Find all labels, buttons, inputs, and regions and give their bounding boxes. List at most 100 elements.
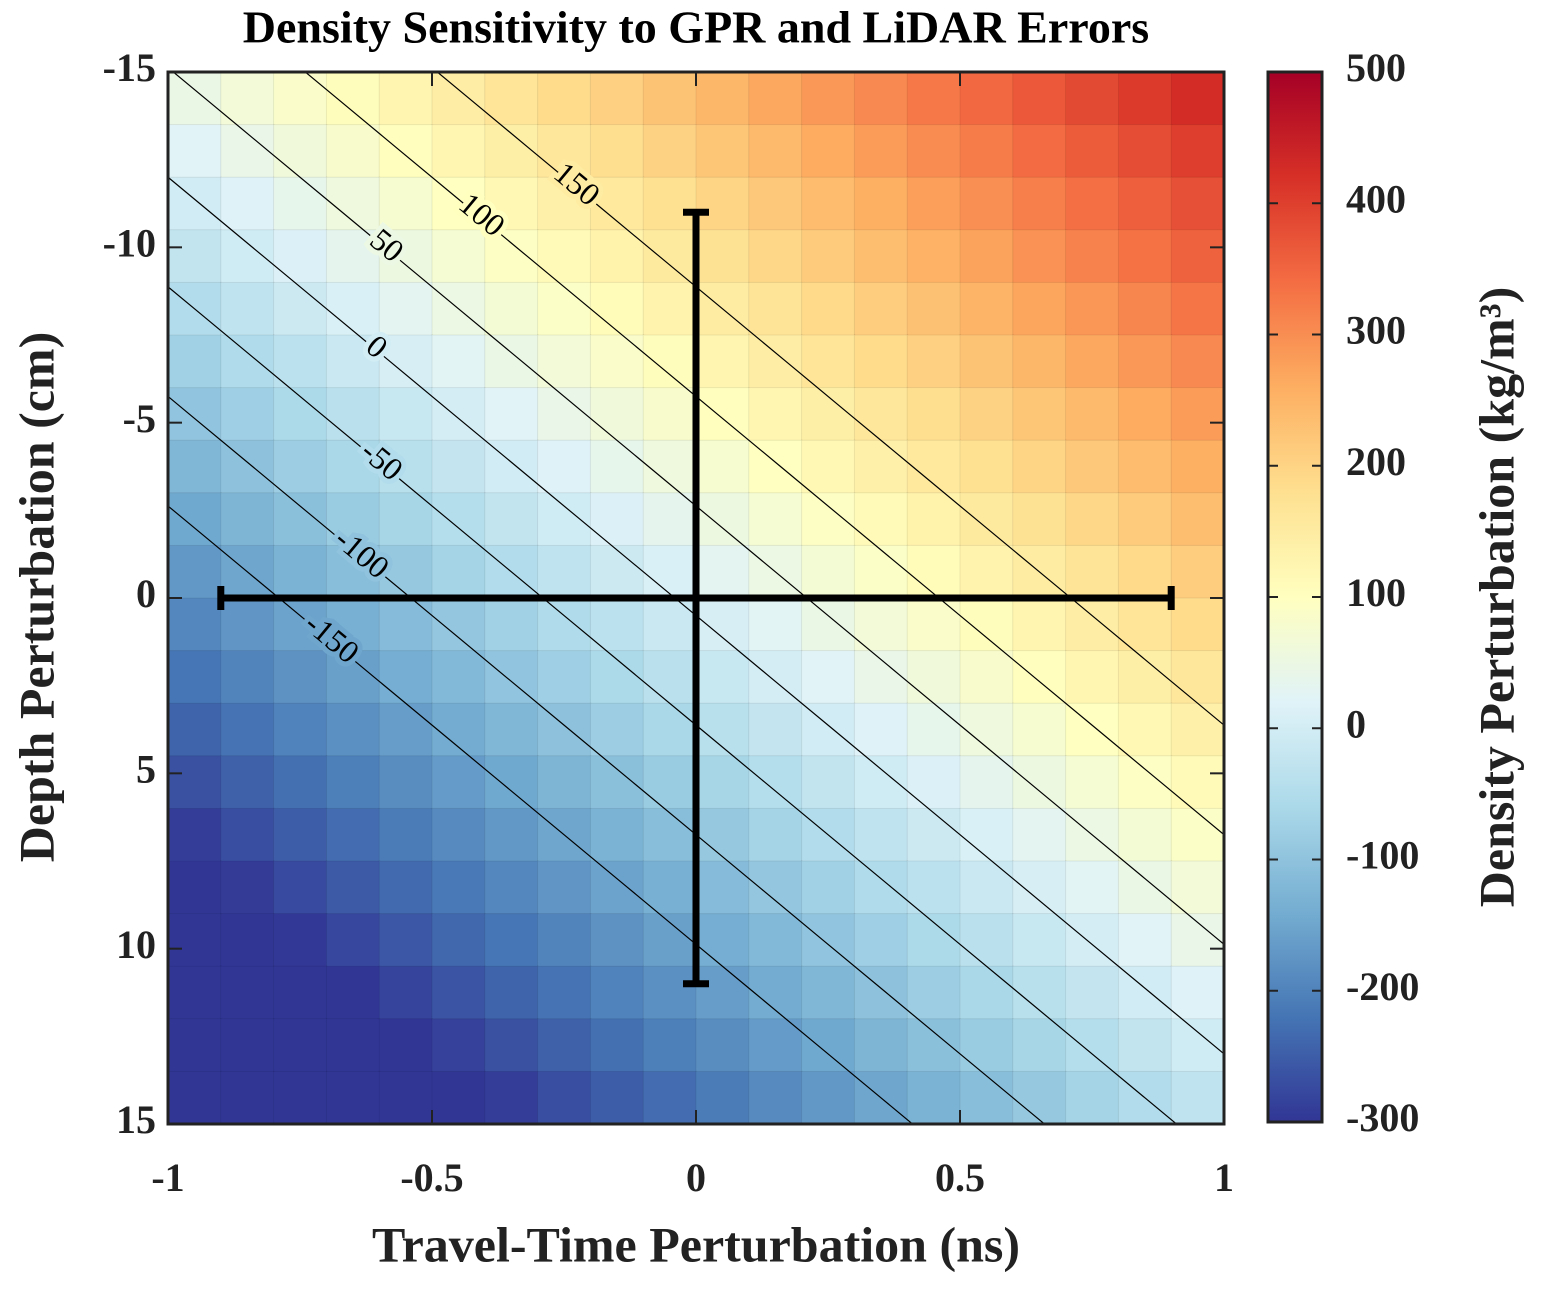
heat-cell <box>325 176 381 231</box>
heat-cell <box>220 229 275 284</box>
heat-cell <box>906 387 962 442</box>
heat-cell <box>959 176 1014 231</box>
heat-cell <box>273 1070 328 1124</box>
heat-cell <box>484 492 539 547</box>
heat-cell <box>431 807 486 863</box>
heat-cell <box>589 597 645 652</box>
heat-cell <box>642 913 698 968</box>
heat-cell <box>1012 334 1067 389</box>
heat-cell <box>273 124 328 179</box>
heat-cell <box>642 72 698 126</box>
heat-cell <box>537 334 592 389</box>
heat-cell <box>378 72 434 126</box>
heat-cell <box>853 702 909 757</box>
heat-cell <box>801 544 856 600</box>
heat-cell <box>1065 124 1120 179</box>
colorbar-tick-label: 0 <box>1346 701 1366 746</box>
heat-cell <box>1170 492 1224 547</box>
heat-cell <box>801 597 856 652</box>
heat-cell <box>801 492 856 547</box>
heat-cell <box>748 597 803 652</box>
heat-cell <box>1012 72 1067 126</box>
heat-cell <box>325 860 381 915</box>
heat-cell <box>906 492 962 547</box>
heat-cell <box>801 229 856 284</box>
heat-cell <box>273 334 328 389</box>
heat-cell <box>325 492 381 547</box>
heat-cell <box>748 702 803 757</box>
heat-cell <box>378 1070 434 1124</box>
heat-cell <box>1012 281 1067 336</box>
heat-cell <box>273 229 328 284</box>
heat-cell <box>273 702 328 757</box>
heat-cell <box>484 650 539 705</box>
heat-cell <box>1117 807 1173 863</box>
heat-cell <box>220 650 275 705</box>
heat-cell <box>325 755 381 810</box>
heat-cell <box>431 1070 486 1124</box>
heat-cell <box>220 72 275 126</box>
heat-cell <box>748 124 803 179</box>
heat-cell <box>959 913 1014 968</box>
heat-cell <box>1065 597 1120 652</box>
heat-cell <box>1065 755 1120 810</box>
heat-cell <box>1170 1070 1224 1124</box>
heat-cell <box>748 913 803 968</box>
heat-cell <box>695 755 750 810</box>
heat-cell <box>906 597 962 652</box>
heat-cell <box>906 72 962 126</box>
heat-cell <box>484 597 539 652</box>
heat-cell <box>906 544 962 600</box>
heat-cell <box>273 597 328 652</box>
heat-cell <box>325 387 381 442</box>
heat-cell <box>853 544 909 600</box>
heat-cell <box>748 1070 803 1124</box>
heat-cell <box>906 1018 962 1073</box>
heat-cell <box>853 72 909 126</box>
heat-cell <box>801 755 856 810</box>
heat-cell <box>1117 229 1173 284</box>
heat-cell <box>1065 387 1120 442</box>
heat-cell <box>220 1018 275 1073</box>
heat-cell <box>853 229 909 284</box>
heat-cell <box>1170 965 1224 1020</box>
heat-cell <box>484 913 539 968</box>
heat-cell <box>1117 755 1173 810</box>
heat-cell <box>431 439 486 494</box>
heat-cell <box>273 281 328 336</box>
heat-cell <box>1170 229 1224 284</box>
heat-cell <box>642 755 698 810</box>
heat-cell <box>378 650 434 705</box>
heat-cell <box>378 913 434 968</box>
heat-cell <box>1012 860 1067 915</box>
heat-cell <box>431 650 486 705</box>
colorbar-tick-label: -200 <box>1346 964 1419 1009</box>
heat-cell <box>642 807 698 863</box>
heat-cell <box>1170 597 1224 652</box>
heat-cell <box>273 755 328 810</box>
heat-cell <box>537 124 592 179</box>
heat-cell <box>168 387 222 442</box>
heat-cell <box>589 1070 645 1124</box>
colorbar-tick-label: 400 <box>1346 176 1406 221</box>
heat-cell <box>642 176 698 231</box>
heat-cell <box>801 439 856 494</box>
heat-cell <box>325 965 381 1020</box>
heat-cell <box>325 702 381 757</box>
heat-cell <box>1012 124 1067 179</box>
heat-cell <box>748 387 803 442</box>
heat-cell <box>220 860 275 915</box>
y-axis-label: Depth Perturbation (cm) <box>8 332 64 862</box>
heat-cell <box>959 1070 1014 1124</box>
heat-cell <box>801 124 856 179</box>
heat-cell <box>748 755 803 810</box>
heat-cell <box>168 650 222 705</box>
heat-cell <box>431 124 486 179</box>
heat-cell <box>695 965 750 1020</box>
heat-cell <box>959 387 1014 442</box>
heat-cell <box>168 1070 222 1124</box>
heat-cell <box>168 597 222 652</box>
heat-cell <box>801 72 856 126</box>
heat-cell <box>642 1070 698 1124</box>
heat-cell <box>431 755 486 810</box>
